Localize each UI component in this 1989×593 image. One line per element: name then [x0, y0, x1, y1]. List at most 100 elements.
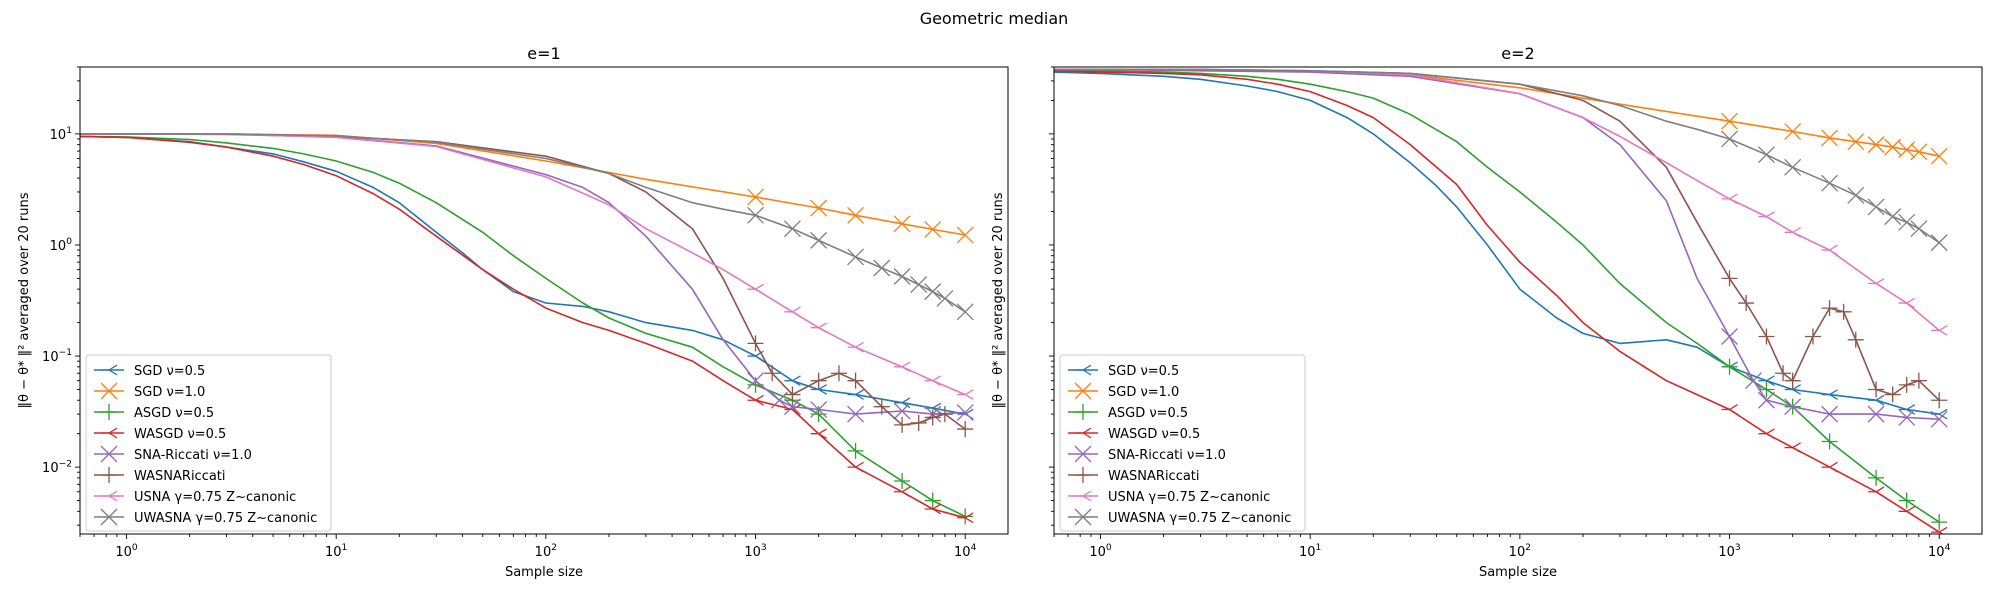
series-line-0 [1054, 71, 1940, 415]
series-point [784, 375, 801, 387]
x-axis-label: Sample size [1479, 565, 1557, 580]
series-point [1721, 112, 1738, 130]
series-point [873, 259, 891, 277]
series-point [1821, 405, 1839, 423]
series-point [847, 389, 864, 400]
figure-suptitle: Geometric median [920, 9, 1069, 28]
series-point [1758, 428, 1775, 440]
series-point [936, 289, 954, 307]
series-point [1821, 433, 1838, 450]
legend-marker [1075, 427, 1092, 439]
series-point [1898, 492, 1915, 509]
series-point [1868, 381, 1885, 398]
series-point [936, 406, 953, 423]
series-line-0 [80, 135, 966, 415]
legend-entry: USNA γ=0.75 Z~canonic [134, 490, 296, 505]
legend-entry: ASGD ν=0.5 [134, 406, 214, 421]
x-tick-label: 100 [115, 543, 138, 560]
series-point [783, 220, 801, 238]
plot-area [1054, 68, 1948, 534]
plot-area [80, 133, 974, 525]
legend-entry: SGD ν=0.5 [134, 364, 205, 379]
legend-frame [85, 354, 332, 532]
series-point [1721, 130, 1738, 148]
series-point [1784, 398, 1802, 416]
series-point [1721, 270, 1738, 287]
y-axis-label: ‖θ − θ* ‖² averaged over 20 runs [991, 192, 1006, 408]
series-point [1758, 328, 1775, 345]
legend-entry: SGD ν=0.5 [1108, 364, 1179, 379]
legend-marker [1074, 445, 1092, 463]
series-point [1721, 193, 1738, 205]
series-point [810, 231, 828, 249]
series-point [1898, 408, 1916, 426]
series-point [1821, 461, 1838, 473]
series-point [1867, 198, 1885, 216]
legend-marker [1075, 467, 1091, 483]
legend-marker [1074, 508, 1092, 526]
series-line-6 [80, 133, 966, 396]
series-point [924, 503, 942, 515]
series-point [1821, 389, 1838, 400]
x-tick-label: 104 [1928, 543, 1951, 560]
series-point [1898, 141, 1916, 159]
chart-panel-e1: e=1 100 101 102 103 104 10−2 10−1 100 101 Sample s… [17, 44, 1009, 580]
series-point [1804, 328, 1821, 345]
series-point [847, 461, 864, 473]
x-tick-label: 102 [1509, 543, 1531, 560]
series-point [1775, 365, 1792, 382]
legend-entry: WASNARiccati [134, 469, 226, 484]
series-point [1898, 404, 1916, 415]
series-point [1931, 526, 1948, 534]
series-point [924, 283, 942, 301]
legend-entry: WASGD ν=0.5 [134, 427, 226, 442]
y-tick-label: 101 [50, 126, 72, 143]
series-point [924, 220, 942, 238]
series-point [1931, 392, 1948, 409]
legend-entry: SGD ν=1.0 [134, 385, 205, 400]
series-point [1884, 386, 1901, 403]
y-tick-label: 10−2 [42, 459, 72, 476]
series-point [910, 276, 928, 294]
series-point [1784, 226, 1801, 238]
series-point [910, 414, 927, 431]
series-point [924, 375, 942, 387]
series-point [924, 492, 941, 509]
series-point [1868, 278, 1885, 289]
series-point [1898, 376, 1915, 393]
axes-frame [1053, 66, 1983, 535]
series-point [1847, 133, 1865, 151]
series-point [1930, 234, 1948, 252]
legend-entry: ASGD ν=0.5 [1108, 406, 1188, 421]
legend-marker [1075, 490, 1092, 502]
series-point [810, 372, 827, 389]
series-point [893, 215, 911, 233]
series-point [1930, 410, 1948, 428]
series-point [747, 350, 764, 362]
series-point [747, 394, 764, 406]
series-point [1821, 244, 1838, 256]
legend-entry: WASGD ν=0.5 [1108, 427, 1200, 442]
series-point [1868, 486, 1885, 498]
x-axis-label: Sample size [505, 565, 583, 580]
series-point [1884, 208, 1902, 226]
legend-marker [100, 382, 118, 400]
legend-marker [101, 490, 118, 502]
series-line-4 [1054, 68, 1940, 420]
axes-frame [79, 66, 1009, 535]
series-point [1931, 408, 1948, 420]
series-point [1784, 158, 1802, 176]
series-point [847, 442, 864, 459]
legend-entry: SNA-Riccati ν=1.0 [1108, 448, 1226, 463]
series-point [956, 303, 974, 321]
series-point [1758, 375, 1775, 387]
series-point [1898, 213, 1916, 231]
series-point [1758, 211, 1775, 222]
series-point [1930, 147, 1948, 165]
chart-panel-e2: e=2 100 101 102 103 104 Sample size ‖θ − θ* ‖² … [991, 44, 1983, 580]
series-point [847, 341, 864, 353]
series-point [1884, 138, 1902, 156]
series-point [894, 416, 911, 433]
series-point [1784, 123, 1802, 140]
